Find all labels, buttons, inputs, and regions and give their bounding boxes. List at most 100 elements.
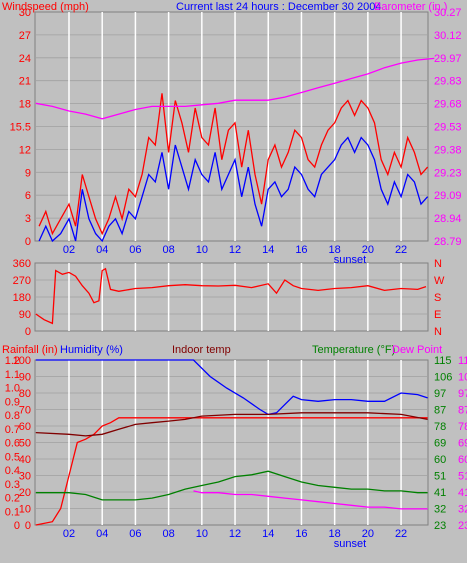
x-tick-label: 14 — [262, 244, 274, 256]
y-tick-right: W — [434, 275, 445, 287]
y-tick-left-rain: 0.1 — [5, 506, 20, 518]
y-tick-left: 15.5 — [10, 122, 31, 134]
y-tick-left: 24 — [19, 53, 31, 65]
series-line-humidity — [35, 359, 428, 416]
y-tick-right-dew: 41 — [458, 487, 467, 499]
y-tick-right: 41 — [434, 487, 446, 499]
y-tick-right: 29.68 — [434, 99, 462, 111]
y-tick-left: 270 — [13, 275, 31, 287]
x-tick-label: 16 — [295, 528, 307, 540]
x-tick-label: 04 — [96, 244, 108, 256]
x-tick-label: 20 — [362, 528, 374, 540]
series-line-rainfall-in — [35, 417, 428, 526]
series-line-wind-direction — [35, 267, 427, 325]
x-tick-label: 12 — [229, 528, 241, 540]
y-tick-right: 28.79 — [434, 236, 462, 248]
y-tick-right: 51 — [434, 471, 446, 483]
y-tick-right-dew: 23 — [458, 520, 467, 532]
y-tick-right-dew: 87 — [458, 405, 467, 417]
x-tick-label: 06 — [129, 528, 141, 540]
y-tick-left: 10 — [19, 504, 31, 516]
y-tick-left-rain: 0.2 — [5, 493, 20, 505]
y-tick-right: 30.12 — [434, 30, 462, 42]
x-tick-label: 06 — [129, 244, 141, 256]
y-tick-right: 32 — [434, 504, 446, 516]
rainfall-axis-label: Rainfall (in) — [2, 344, 58, 356]
series-line-windspeed-mph — [38, 136, 429, 243]
y-tick-left-rain: 0.3 — [5, 479, 20, 491]
y-tick-left: 6 — [25, 190, 31, 202]
y-tick-left-rain: 0.7 — [5, 424, 20, 436]
y-tick-right: 29.53 — [434, 122, 462, 134]
y-tick-left: 20 — [19, 487, 31, 499]
y-tick-left: 0 — [25, 326, 31, 338]
y-tick-right: N — [434, 326, 442, 338]
y-tick-left-rain: 1.2 — [5, 355, 20, 367]
y-tick-right: 30.27 — [434, 7, 462, 19]
y-tick-right-dew: 78 — [458, 421, 467, 433]
x-tick-label: 18 — [329, 528, 341, 540]
x-tick-label: 08 — [162, 528, 174, 540]
y-tick-right-dew: 32 — [458, 504, 467, 516]
y-tick-left: 12 — [19, 144, 31, 156]
dew-point-axis-label: Dew Point — [392, 344, 442, 356]
y-tick-left-rain: 0 — [14, 520, 20, 532]
series-line-wind-gust — [38, 93, 429, 236]
y-tick-right-dew: 97 — [458, 388, 467, 400]
y-tick-left: 90 — [19, 309, 31, 321]
y-tick-right-dew: 51 — [458, 471, 467, 483]
x-tick-label: 20 — [362, 244, 374, 256]
y-tick-left: 50 — [19, 438, 31, 450]
y-tick-left: 30 — [19, 7, 31, 19]
y-tick-right: N — [434, 258, 442, 270]
y-tick-left-rain: 0.4 — [5, 465, 20, 477]
y-tick-left: 18 — [19, 99, 31, 111]
y-tick-right: 29.38 — [434, 144, 462, 156]
y-tick-left: 9 — [25, 167, 31, 179]
y-tick-left: 60 — [19, 421, 31, 433]
y-tick-right: 78 — [434, 421, 446, 433]
y-tick-right-dew: 60 — [458, 454, 467, 466]
y-tick-left-rain: 0.5 — [5, 451, 20, 463]
y-tick-right: 97 — [434, 388, 446, 400]
x-tick-label: 18 — [329, 244, 341, 256]
y-tick-right: 29.97 — [434, 53, 462, 65]
x-tick-label: 02 — [63, 528, 75, 540]
y-tick-right: 29.09 — [434, 190, 462, 202]
y-tick-left: 100 — [13, 355, 31, 367]
y-tick-right: 69 — [434, 438, 446, 450]
sunset-marker-label: sunset — [334, 254, 366, 266]
y-tick-left: 80 — [19, 388, 31, 400]
y-tick-left-rain: 1.0 — [5, 383, 20, 395]
y-tick-right: E — [434, 309, 441, 321]
y-tick-right: 60 — [434, 454, 446, 466]
y-tick-left: 30 — [19, 471, 31, 483]
x-tick-label: 12 — [229, 244, 241, 256]
series-line-temperature-f — [35, 470, 428, 501]
y-tick-right-dew: 106 — [458, 372, 467, 384]
indoor-temp-label: Indoor temp — [172, 344, 231, 356]
barometer-axis-label: Barometer (in.) — [374, 1, 447, 13]
y-tick-left: 40 — [19, 454, 31, 466]
y-tick-left-rain: 0.9 — [5, 396, 20, 408]
y-tick-right: 23 — [434, 520, 446, 532]
y-tick-left: 21 — [19, 76, 31, 88]
x-tick-label: 22 — [395, 528, 407, 540]
x-tick-label: 22 — [395, 244, 407, 256]
y-tick-left-rain: 1.1 — [5, 369, 20, 381]
y-tick-left: 360 — [13, 258, 31, 270]
humidity-axis-label: Humidity (%) — [60, 344, 123, 356]
y-tick-left-rain: 0.6 — [5, 438, 20, 450]
windspeed-axis-label: Windspeed (mph) — [2, 1, 89, 13]
y-tick-left: 90 — [19, 372, 31, 384]
y-tick-left: 3 — [25, 213, 31, 225]
x-tick-label: 14 — [262, 528, 274, 540]
series-line-indoor-temp — [35, 412, 428, 437]
y-tick-right: 29.23 — [434, 167, 462, 179]
y-tick-left: 70 — [19, 405, 31, 417]
y-tick-right-dew: 115 — [458, 355, 467, 367]
y-tick-left: 0 — [25, 236, 31, 248]
y-tick-right: S — [434, 292, 441, 304]
